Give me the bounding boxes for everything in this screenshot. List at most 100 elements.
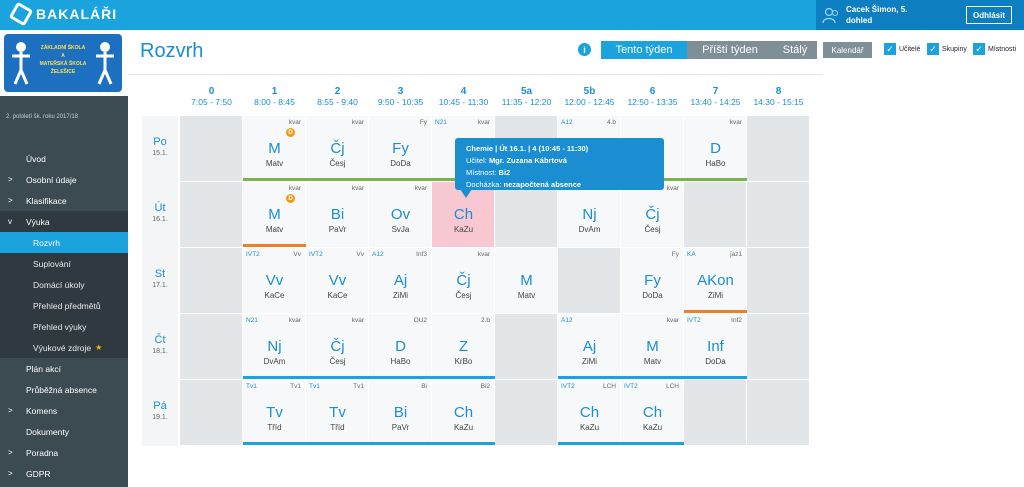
lesson-cell[interactable]: A12 Aj ZiMi: [558, 314, 621, 380]
sidebar-item-pl-n-akc-[interactable]: Plán akcí: [0, 358, 128, 379]
lesson-cell[interactable]: Tv1 Tv1 Tv Tříd: [243, 380, 306, 446]
lesson-cell[interactable]: Fy Fy DoDa: [369, 116, 432, 182]
lesson-cell[interactable]: OU2 D HaBo: [369, 314, 432, 380]
lesson-teacher: HaBo: [390, 357, 411, 366]
sidebar-item-v-ukov-zdroje[interactable]: Výukové zdroje ★: [0, 337, 128, 358]
lesson-cell[interactable]: IVT2 Vv Vv KaCe: [243, 248, 306, 314]
lesson-teacher: PaVr: [328, 225, 347, 234]
sidebar-item-p-ehled-p-edm-t-[interactable]: Přehled předmětů: [0, 295, 128, 316]
lesson-room: kvar: [351, 119, 364, 126]
lesson-cell[interactable]: M Matv: [495, 248, 558, 314]
lesson-cell[interactable]: kvar Čj Česj: [306, 116, 369, 182]
lesson-group: IVT2: [687, 317, 701, 324]
lesson-cell[interactable]: IVT2 LCH Ch KaZu: [621, 380, 684, 446]
lesson-room: kvar: [351, 185, 364, 192]
child-figure-icon: [96, 42, 114, 85]
lesson-cell[interactable]: kvar Čj Česj: [432, 248, 495, 314]
sidebar-item-dokumenty[interactable]: Dokumenty: [0, 421, 128, 442]
sidebar-item-label: Suplování: [33, 258, 71, 269]
lesson-cell[interactable]: IVT2 LCH Ch KaZu: [558, 380, 621, 446]
lesson-room: kvar: [414, 185, 427, 192]
sidebar-item-label: Osobní údaje: [26, 174, 77, 185]
hour-time: 11:35 - 12:20: [501, 97, 552, 107]
calendar-button[interactable]: Kalendář: [823, 42, 872, 58]
sidebar-item-label: Klasifikace: [26, 195, 67, 206]
day-label: Út 16.1.: [142, 182, 178, 248]
hour-header: 5b 12:00 - 12:45: [558, 86, 621, 108]
lesson-cell[interactable]: KA jaz1 AKon ZiMi: [684, 248, 747, 314]
sidebar-item-rozvrh[interactable]: Rozvrh: [0, 232, 128, 253]
chevron-right-icon: >: [8, 175, 13, 184]
hour-time: 9:50 - 10:35: [377, 97, 424, 107]
sidebar-item-p-ehled-v-uky[interactable]: Přehled výuky: [0, 316, 128, 337]
empty-cell: [180, 182, 243, 248]
page-title: Rozvrh: [140, 40, 204, 62]
lesson-cell[interactable]: kvar D HaBo: [684, 116, 747, 182]
lesson-status-bar: [243, 244, 306, 247]
user-icon: [822, 7, 838, 24]
lesson-status-bar: [684, 376, 747, 379]
lesson-cell[interactable]: Tv1 Tv1 Tv Tříd: [306, 380, 369, 446]
lesson-room: Inf3: [416, 251, 427, 258]
lesson-teacher: KaCe: [264, 291, 285, 300]
sidebar-item-v-uka[interactable]: v Výuka: [0, 211, 128, 232]
lesson-cell[interactable]: kvar M Matv: [621, 314, 684, 380]
lesson-cell[interactable]: 2.b Z KrBo: [432, 314, 495, 380]
checkbox-teachers[interactable]: ✓ Učitelé: [884, 43, 920, 55]
lesson-cell[interactable]: kvar Čj Česj: [621, 182, 684, 248]
tab-this-week[interactable]: Tento týden: [601, 41, 687, 59]
sidebar-item-suplov-n-[interactable]: Suplování: [0, 253, 128, 274]
tab-next-week[interactable]: Příští týden: [687, 41, 773, 59]
info-icon[interactable]: i: [578, 43, 591, 56]
empty-cell: [495, 380, 558, 446]
lesson-room: LCH: [602, 383, 616, 390]
checkbox-rooms[interactable]: ✓ Místnosti: [973, 43, 1016, 55]
lesson-teacher: Matv: [265, 225, 284, 234]
day-label: Pá 19.1.: [142, 380, 178, 446]
sidebar-item-label: Domácí úkoly: [33, 279, 85, 290]
checkbox-groups[interactable]: ✓ Skupiny: [927, 43, 967, 55]
lesson-cell[interactable]: A12 Inf3 Aj ZiMi: [369, 248, 432, 314]
lesson-subject: Čj: [330, 140, 345, 157]
lesson-room: 4.b: [606, 119, 616, 126]
tab-permanent[interactable]: Stálý: [773, 41, 817, 59]
lesson-subject: M: [646, 338, 659, 355]
logout-button[interactable]: Odhlásit: [966, 6, 1012, 24]
sidebar-item-klasifikace[interactable]: > Klasifikace: [0, 190, 128, 211]
lesson-cell[interactable]: kvar Ov SvJa: [369, 182, 432, 248]
lesson-cell[interactable]: Nj DvAm: [558, 182, 621, 248]
lesson-cell[interactable]: kvar M Matv D: [243, 116, 306, 182]
lesson-teacher: DvAm: [578, 225, 601, 234]
lesson-cell[interactable]: kvar M Matv D: [243, 182, 306, 248]
lesson-subject: M: [268, 140, 281, 157]
hour-header: 0 7:05 - 7:50: [180, 86, 243, 108]
tooltip-arrow: [460, 189, 472, 198]
lesson-room: Fy: [671, 251, 679, 258]
lesson-room: Tv1: [290, 383, 301, 390]
sidebar-item-pr-b-n-absence[interactable]: Průběžná absence: [0, 379, 128, 400]
lesson-cell[interactable]: Bi Bi PaVr: [369, 380, 432, 446]
sidebar-item-gdpr[interactable]: > GDPR: [0, 463, 128, 484]
lesson-cell[interactable]: IVT2 Inf2 Inf DoDa: [684, 314, 747, 380]
lesson-cell[interactable]: Fy Fy DoDa: [621, 248, 684, 314]
lesson-status-bar: [684, 310, 747, 313]
sidebar-item--vod[interactable]: Úvod: [0, 148, 128, 169]
sidebar-item-osobn-daje[interactable]: > Osobní údaje: [0, 169, 128, 190]
sidebar-item-dom-c-koly[interactable]: Domácí úkoly: [0, 274, 128, 295]
lesson-cell[interactable]: kvar Bi PaVr: [306, 182, 369, 248]
sidebar-item-label: Výukové zdroje: [33, 342, 92, 353]
sidebar-item-komens[interactable]: > Komens: [0, 400, 128, 421]
lesson-cell[interactable]: kvar Čj Česj: [306, 314, 369, 380]
hour-time: 10:45 - 11:30: [438, 97, 489, 107]
lesson-cell[interactable]: N21 kvar Nj DvAm: [243, 314, 306, 380]
sidebar-item-label: Úvod: [26, 153, 46, 164]
lesson-room: kvar: [288, 119, 301, 126]
lesson-status-bar: [306, 442, 369, 445]
school-logo[interactable]: ZÁKLADNÍ ŠKOLA A MATEŘSKÁ ŠKOLA ŽELEŠICE: [4, 34, 122, 92]
lesson-cell[interactable]: IVT2 Vv Vv KaCe: [306, 248, 369, 314]
lesson-cell[interactable]: Bi2 Ch KaZu: [432, 380, 495, 446]
sidebar-item-poradna[interactable]: > Poradna: [0, 442, 128, 463]
chevron-right-icon: >: [8, 469, 13, 478]
brand[interactable]: BAKALÁŘI: [8, 1, 117, 27]
day-name: Pá: [153, 400, 167, 412]
